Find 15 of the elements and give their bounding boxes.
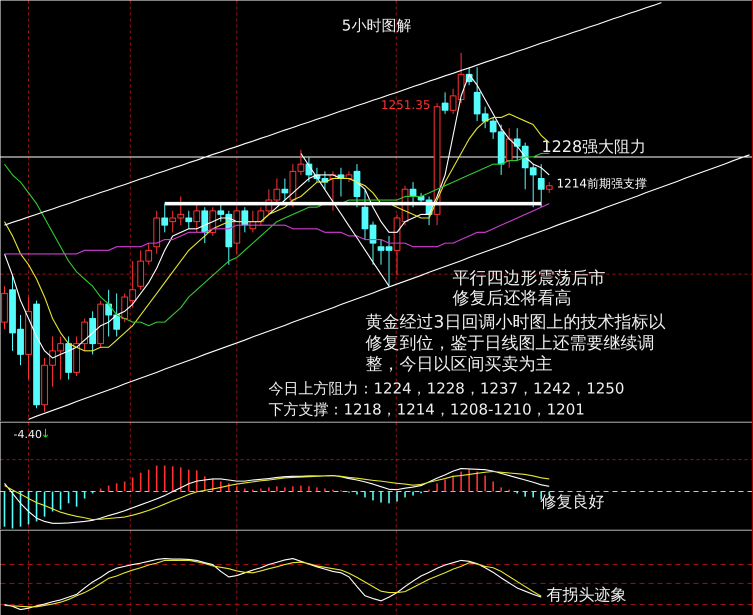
annotation: 1251.35 [380, 98, 430, 112]
annotation: 修复后还将看高 [452, 288, 572, 308]
annotation: 整，今日以区间买卖为主 [366, 354, 552, 374]
text: ↓ [40, 426, 51, 440]
annotation: 修复良好 [540, 492, 604, 511]
annotation: 下方支撑：1218，1214，1208-1210，1201 [268, 400, 585, 418]
annotation: 今日上方阻力：1224，1228，1237，1242，1250 [268, 380, 624, 398]
annotation: 修复到位，鉴于日线图上还需要继续调 [366, 334, 654, 354]
annotation: 平行四边形震荡后市 [452, 268, 606, 288]
series-label: 1214前期强支撑 [556, 176, 648, 190]
annotation: 黄金经过3日回调小时图上的技术指标以 [366, 312, 666, 332]
annotation: 有拐头迹象 [546, 585, 626, 604]
text: -4.40 [14, 428, 42, 441]
ref-line-label: 1228强大阻力 [542, 137, 646, 156]
chart-title: 5小时图解 [342, 16, 412, 34]
